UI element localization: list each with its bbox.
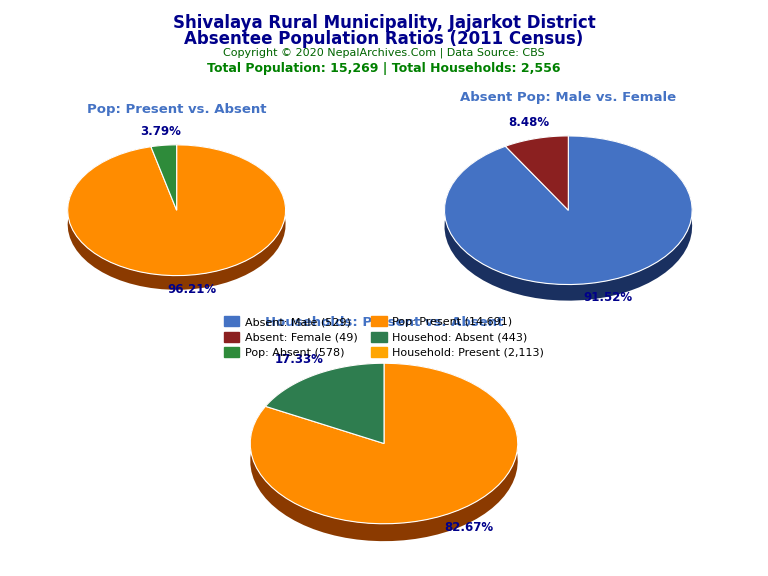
Polygon shape — [266, 363, 384, 424]
Text: Copyright © 2020 NepalArchives.Com | Data Source: CBS: Copyright © 2020 NepalArchives.Com | Dat… — [223, 47, 545, 58]
Text: Total Population: 15,269 | Total Households: 2,556: Total Population: 15,269 | Total Househo… — [207, 62, 561, 75]
Text: Shivalaya Rural Municipality, Jajarkot District: Shivalaya Rural Municipality, Jajarkot D… — [173, 14, 595, 32]
Title: Absent Pop: Male vs. Female: Absent Pop: Male vs. Female — [460, 91, 677, 104]
Polygon shape — [505, 146, 568, 226]
Text: 82.67%: 82.67% — [444, 521, 493, 534]
Polygon shape — [266, 363, 384, 444]
Polygon shape — [151, 147, 177, 225]
Text: 91.52%: 91.52% — [584, 291, 633, 304]
Text: 17.33%: 17.33% — [275, 353, 324, 366]
Title: Households: Present vs. Absent: Households: Present vs. Absent — [265, 316, 503, 329]
Text: 3.79%: 3.79% — [141, 124, 181, 138]
Polygon shape — [505, 136, 568, 210]
Polygon shape — [266, 406, 384, 461]
Polygon shape — [250, 363, 518, 541]
Polygon shape — [250, 363, 518, 524]
Polygon shape — [151, 147, 177, 225]
Polygon shape — [151, 145, 177, 161]
Polygon shape — [445, 136, 692, 301]
Legend: Absent: Male (529), Absent: Female (49), Pop: Absent (578), Pop: Present (14,691: Absent: Male (529), Absent: Female (49),… — [220, 312, 548, 362]
Polygon shape — [505, 136, 568, 162]
Polygon shape — [445, 136, 692, 285]
Text: 96.21%: 96.21% — [168, 283, 217, 296]
Title: Pop: Present vs. Absent: Pop: Present vs. Absent — [87, 104, 266, 116]
Polygon shape — [68, 145, 286, 275]
Polygon shape — [68, 145, 286, 290]
Text: Absentee Population Ratios (2011 Census): Absentee Population Ratios (2011 Census) — [184, 30, 584, 48]
Text: 8.48%: 8.48% — [508, 116, 549, 129]
Polygon shape — [505, 146, 568, 226]
Polygon shape — [151, 145, 177, 210]
Polygon shape — [266, 406, 384, 461]
